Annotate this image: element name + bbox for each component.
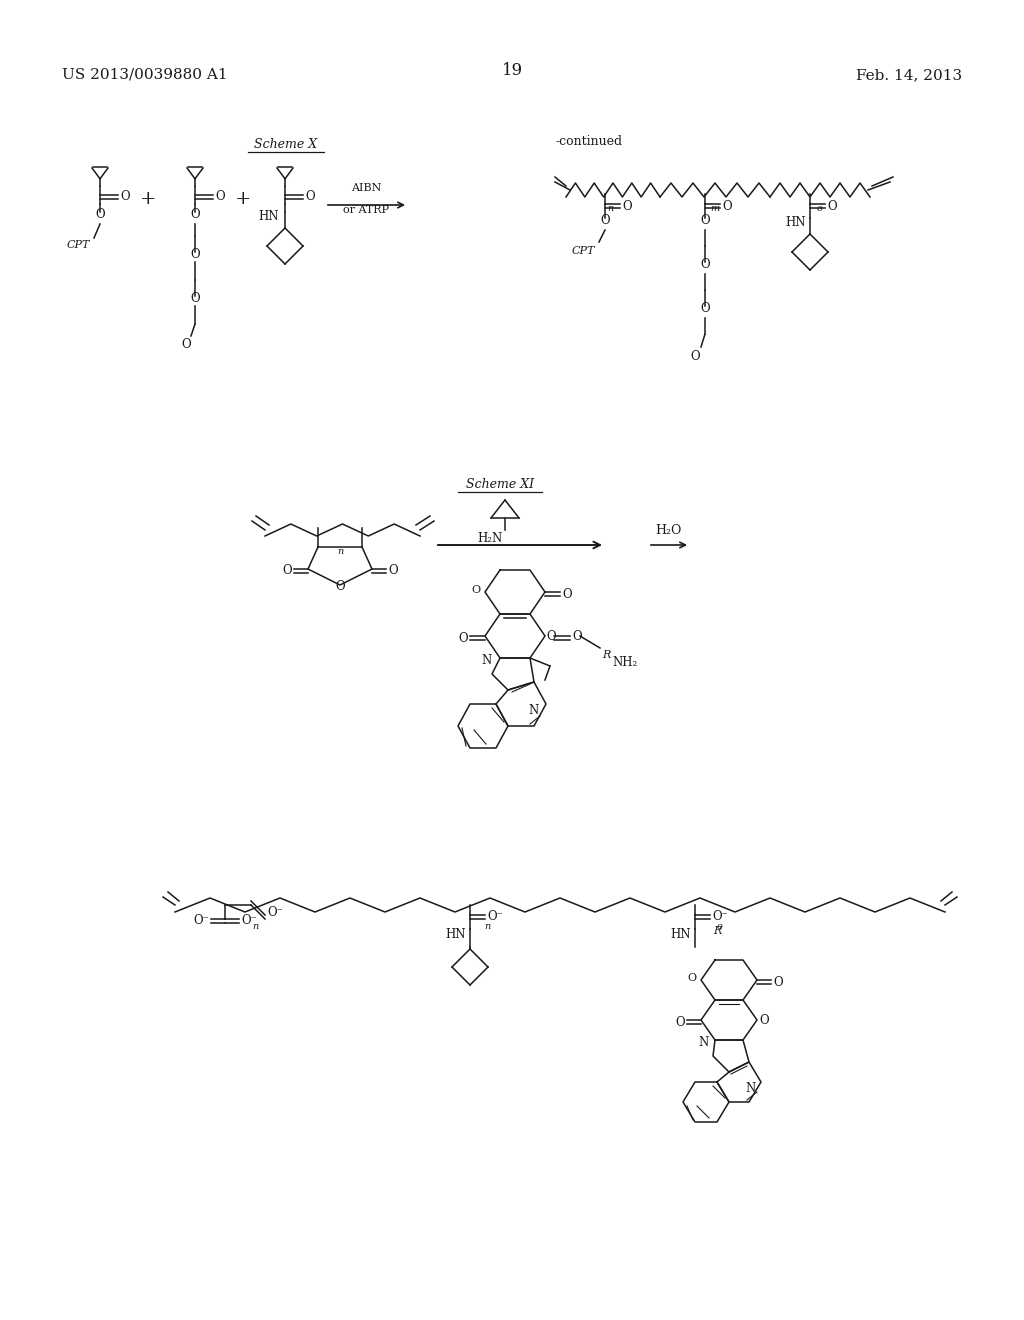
Text: O: O bbox=[472, 585, 481, 595]
Text: +: + bbox=[139, 190, 157, 209]
Text: +: + bbox=[234, 190, 251, 209]
Text: n: n bbox=[484, 921, 490, 931]
Text: H₂N: H₂N bbox=[478, 532, 503, 545]
Text: O: O bbox=[676, 1015, 685, 1028]
Text: O: O bbox=[722, 199, 731, 213]
Text: N: N bbox=[528, 704, 539, 717]
Text: O: O bbox=[95, 207, 104, 220]
Text: O: O bbox=[773, 975, 782, 989]
Text: O: O bbox=[120, 190, 130, 203]
Text: o: o bbox=[717, 921, 723, 931]
Text: O: O bbox=[546, 630, 556, 643]
Text: O: O bbox=[690, 350, 700, 363]
Text: US 2013/0039880 A1: US 2013/0039880 A1 bbox=[62, 69, 227, 82]
Text: HN: HN bbox=[445, 928, 466, 940]
Text: N: N bbox=[481, 653, 492, 667]
Text: -continued: -continued bbox=[556, 135, 624, 148]
Text: O: O bbox=[215, 190, 224, 203]
Text: n: n bbox=[252, 921, 258, 931]
Text: O: O bbox=[335, 581, 345, 594]
Text: R: R bbox=[602, 649, 610, 660]
Text: O: O bbox=[190, 248, 200, 260]
Text: Scheme XI: Scheme XI bbox=[466, 478, 535, 491]
Text: O: O bbox=[181, 338, 191, 351]
Text: O: O bbox=[562, 587, 571, 601]
Text: O: O bbox=[700, 214, 710, 227]
Text: O: O bbox=[622, 199, 632, 213]
Text: Scheme X: Scheme X bbox=[254, 139, 317, 150]
Text: O⁻: O⁻ bbox=[267, 906, 283, 919]
Text: n: n bbox=[337, 546, 343, 556]
Text: O⁻: O⁻ bbox=[241, 915, 257, 928]
Text: AIBN: AIBN bbox=[351, 183, 381, 193]
Text: CPT: CPT bbox=[571, 246, 595, 256]
Text: HN: HN bbox=[785, 216, 806, 230]
Text: 19: 19 bbox=[502, 62, 522, 79]
Text: N: N bbox=[698, 1035, 709, 1048]
Text: O⁻: O⁻ bbox=[194, 915, 209, 928]
Text: CPT: CPT bbox=[67, 240, 90, 249]
Text: or ATRP: or ATRP bbox=[343, 205, 389, 215]
Text: O⁻: O⁻ bbox=[487, 911, 503, 924]
Text: NH₂: NH₂ bbox=[612, 656, 637, 669]
Text: O: O bbox=[388, 565, 397, 578]
Text: O⁻: O⁻ bbox=[712, 911, 728, 924]
Text: HN: HN bbox=[259, 210, 280, 223]
Text: O: O bbox=[572, 630, 582, 643]
Text: O: O bbox=[190, 207, 200, 220]
Text: O: O bbox=[827, 199, 837, 213]
Text: n: n bbox=[607, 205, 613, 213]
Text: O: O bbox=[700, 302, 710, 315]
Text: o: o bbox=[817, 205, 823, 213]
Text: R: R bbox=[713, 927, 721, 936]
Text: N: N bbox=[745, 1081, 756, 1094]
Text: H₂O: H₂O bbox=[654, 524, 681, 537]
Text: m: m bbox=[711, 205, 720, 213]
Text: O: O bbox=[283, 565, 292, 578]
Text: HN: HN bbox=[671, 928, 691, 940]
Text: O: O bbox=[305, 190, 314, 203]
Text: O: O bbox=[459, 631, 468, 644]
Text: Feb. 14, 2013: Feb. 14, 2013 bbox=[856, 69, 962, 82]
Text: O: O bbox=[688, 973, 697, 983]
Text: O: O bbox=[190, 292, 200, 305]
Text: O: O bbox=[759, 1014, 769, 1027]
Text: O: O bbox=[700, 259, 710, 272]
Text: O: O bbox=[600, 214, 610, 227]
